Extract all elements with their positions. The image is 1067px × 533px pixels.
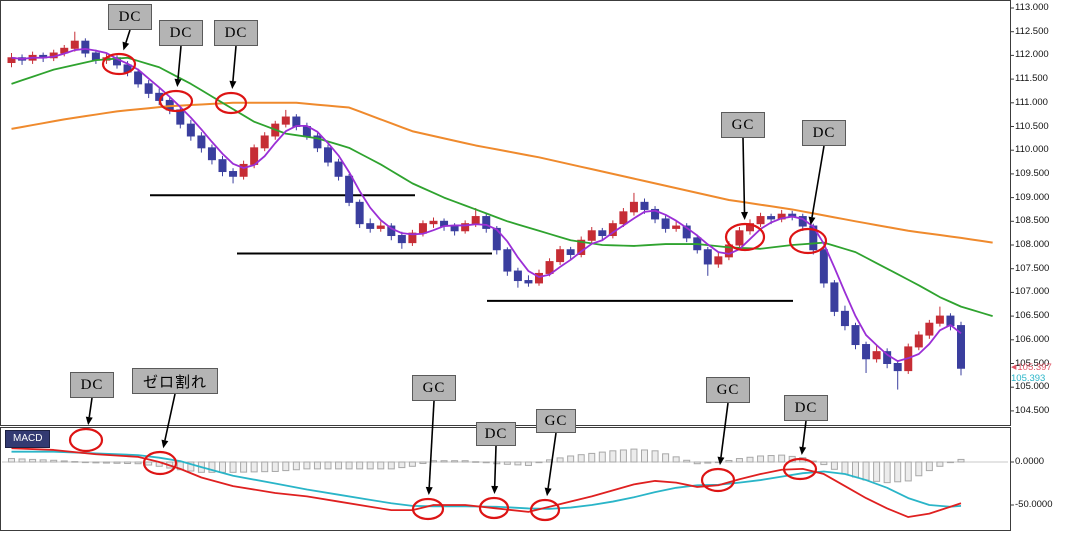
price-axis-label: 107.000	[1015, 286, 1050, 298]
price-axis-label: 111.000	[1015, 96, 1048, 108]
macd-layer	[2, 447, 1008, 518]
callout-golden-cross: GC	[536, 409, 576, 433]
callout-golden-cross: GC	[721, 112, 765, 138]
price-axis-label: 110.500	[1015, 120, 1049, 132]
callout-dead-cross: DC	[476, 422, 516, 446]
price-axis-label: 104.500	[1015, 404, 1050, 416]
price-axis-label: 105.000	[1015, 381, 1050, 393]
callout-dead-cross: DC	[70, 372, 114, 398]
price-axis-label: 113.000	[1015, 2, 1049, 13]
macd-axis-label: 0.0000	[1015, 456, 1045, 467]
price-axis-label: 105.500	[1015, 357, 1050, 369]
callout-dead-cross: DC	[108, 4, 152, 30]
callout-zero-break: ゼロ割れ	[132, 368, 218, 394]
price-axis-label: 111.500	[1015, 73, 1048, 85]
current-price-marker: ◀105.397	[1011, 363, 1052, 373]
support-lines-layer	[150, 194, 793, 302]
price-axis-label: 110.000	[1015, 144, 1049, 156]
price-axis-label: 107.500	[1015, 262, 1050, 274]
current-price-marker: 105.393	[1011, 372, 1046, 384]
price-axis-label: 109.500	[1015, 167, 1050, 179]
moving-averages-layer	[11, 47, 993, 363]
annotation-shapes-layer	[68, 29, 828, 522]
current-price-arrow-icon: ◀	[1011, 364, 1017, 372]
callout-dead-cross: DC	[214, 20, 258, 46]
macd-indicator-badge: MACD	[5, 430, 51, 448]
candles-layer	[7, 31, 965, 390]
callout-golden-cross: GC	[706, 377, 750, 403]
price-axis-label: 112.500	[1015, 25, 1049, 37]
callout-dead-cross: DC	[159, 20, 203, 46]
current-price-value: 105.397	[1017, 362, 1052, 374]
macd-axis-label: -50.0000	[1015, 499, 1053, 510]
callout-golden-cross: GC	[412, 375, 456, 401]
price-axis-label: 106.500	[1015, 310, 1050, 322]
current-price-value: 105.393	[1011, 372, 1046, 384]
callout-dead-cross: DC	[802, 120, 846, 146]
price-axis-label: 112.000	[1015, 49, 1049, 61]
price-axis-label: 108.000	[1015, 239, 1050, 250]
price-axis-label: 109.000	[1015, 191, 1050, 203]
price-axis-label: 108.500	[1015, 215, 1050, 227]
price-axis-label: 106.000	[1015, 333, 1050, 345]
callout-dead-cross: DC	[784, 395, 828, 421]
